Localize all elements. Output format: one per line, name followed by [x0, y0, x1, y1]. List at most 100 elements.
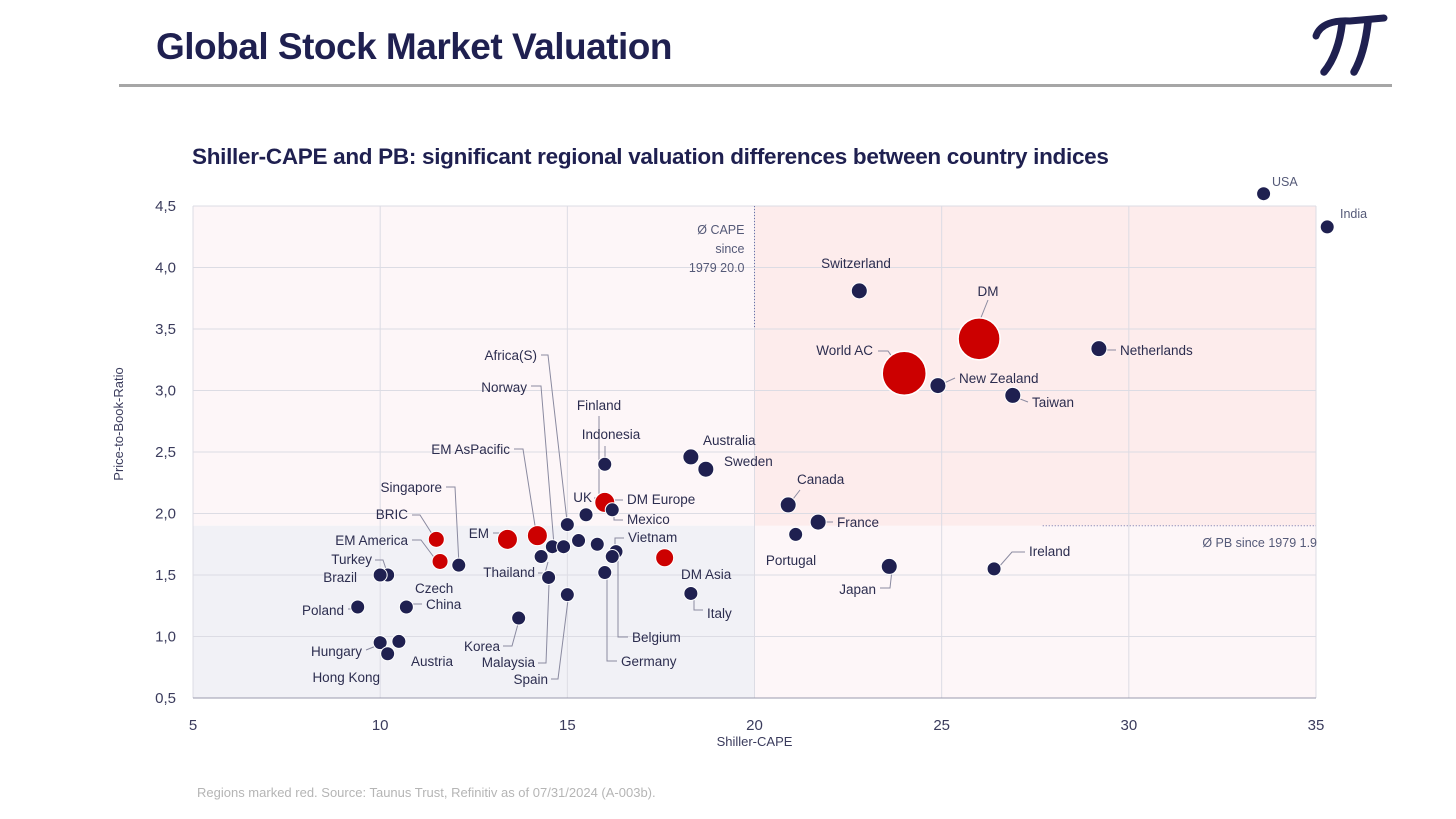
data-point-mid-15b	[556, 539, 572, 555]
data-point-australia	[682, 448, 700, 466]
leader-line	[503, 623, 519, 647]
leader-line	[979, 299, 989, 321]
y-tick-label: 2,0	[155, 506, 176, 523]
x-tick-label: 10	[372, 717, 389, 734]
point-label-belgium: Belgium	[632, 630, 681, 645]
data-point-africa-s-	[559, 517, 575, 533]
quadrant-top-left	[193, 206, 755, 526]
data-point-mid-15a	[589, 536, 605, 552]
point-label-switzerland: Switzerland	[821, 256, 891, 271]
y-tick-label: 0,5	[155, 690, 176, 707]
data-point-new-zealand	[929, 377, 947, 395]
leader-line	[606, 578, 617, 662]
leader-line	[446, 486, 460, 566]
data-point-spain	[559, 587, 575, 603]
point-label-japan: Japan	[839, 582, 876, 597]
data-point-uk	[578, 507, 594, 523]
data-point-hong-kong	[380, 646, 396, 662]
y-tick-label: 3,5	[155, 321, 176, 338]
avg-cape-label: Ø CAPE	[697, 223, 744, 237]
data-point-sweden	[697, 460, 715, 478]
quadrant-top-right	[754, 206, 1316, 526]
leader-line	[412, 539, 437, 561]
y-tick-label: 4,0	[155, 260, 176, 277]
data-point-india	[1319, 219, 1335, 235]
point-label-france: France	[837, 515, 879, 530]
point-label-uk: UK	[573, 490, 592, 505]
point-label-hungary: Hungary	[311, 644, 362, 659]
point-label-thailand: Thailand	[483, 565, 535, 580]
leader-line	[514, 448, 537, 533]
point-label-norway: Norway	[481, 380, 527, 395]
point-label-dm-asia: DM Asia	[681, 567, 732, 582]
data-point-em	[496, 528, 518, 550]
data-point-mexico	[604, 502, 620, 518]
data-point-poland	[350, 599, 366, 615]
quadrant-bottom-right	[754, 525, 1316, 698]
x-axis-title: Shiller-CAPE	[717, 734, 793, 749]
y-axis-title: Price-to-Book-Ratio	[111, 367, 126, 480]
point-label-netherlands: Netherlands	[1120, 343, 1193, 358]
y-tick-label: 3,0	[155, 383, 176, 400]
leader-line	[412, 514, 435, 538]
data-point-indonesia	[597, 456, 613, 472]
point-label-china: China	[426, 597, 462, 612]
data-point-switzerland	[850, 282, 868, 300]
leader-line	[541, 354, 568, 522]
data-point-bric	[427, 530, 445, 548]
point-label-malaysia: Malaysia	[482, 655, 536, 670]
point-label-spain: Spain	[513, 672, 548, 687]
avg-cape-label: since	[715, 242, 744, 256]
x-tick-label: 15	[559, 717, 576, 734]
leader-line	[880, 569, 893, 589]
leader-line	[551, 599, 569, 680]
data-point-malaysia	[511, 610, 527, 626]
point-label-finland: Finland	[577, 398, 621, 413]
leader-line	[693, 598, 703, 611]
data-point-netherlands	[1090, 340, 1108, 358]
point-label-germany: Germany	[621, 654, 677, 669]
point-label-canada: Canada	[797, 472, 845, 487]
source-note: Regions marked red. Source: Taunus Trust…	[197, 785, 656, 800]
header-divider	[119, 84, 1392, 87]
data-point-austria	[391, 633, 407, 649]
point-label-world-ac: World AC	[816, 343, 873, 358]
point-label-vietnam: Vietnam	[628, 530, 677, 545]
data-point-dm	[957, 317, 1001, 361]
leader-line	[997, 551, 1025, 569]
leader-line	[617, 555, 628, 638]
point-label-bric: BRIC	[376, 507, 409, 522]
data-point-canada	[779, 496, 797, 514]
point-label-india: India	[1340, 207, 1367, 221]
point-label-czech: Czech	[415, 581, 453, 596]
x-tick-label: 30	[1120, 717, 1137, 734]
point-label-taiwan: Taiwan	[1032, 395, 1074, 410]
data-point-taiwan	[1004, 386, 1022, 404]
point-label-hong-kong: Hong Kong	[312, 670, 380, 685]
data-point-singapore	[451, 557, 467, 573]
y-tick-label: 4,5	[155, 198, 176, 215]
point-label-em: EM	[469, 526, 489, 541]
data-point-belgium	[604, 549, 620, 565]
point-label-ireland: Ireland	[1029, 544, 1070, 559]
data-point-em-aspacific	[526, 525, 548, 547]
point-label-australia: Australia	[703, 433, 756, 448]
point-label-em-america: EM America	[335, 533, 408, 548]
data-point-france	[809, 513, 827, 531]
point-label-dm: DM	[978, 284, 999, 299]
data-point-em-mid	[533, 549, 549, 565]
point-label-italy: Italy	[707, 606, 732, 621]
data-point-norway	[571, 533, 587, 549]
data-point-usa	[1256, 186, 1272, 202]
point-label-brazil: Brazil	[323, 570, 357, 585]
y-tick-label: 1,5	[155, 567, 176, 584]
point-label-usa: USA	[1272, 175, 1298, 189]
point-label-poland: Poland	[302, 603, 344, 618]
y-tick-label: 2,5	[155, 444, 176, 461]
point-label-korea: Korea	[464, 639, 501, 654]
point-label-mexico: Mexico	[627, 512, 670, 527]
point-label-new-zealand: New Zealand	[959, 371, 1039, 386]
x-tick-label: 35	[1308, 717, 1325, 734]
y-tick-label: 1,0	[155, 629, 176, 646]
